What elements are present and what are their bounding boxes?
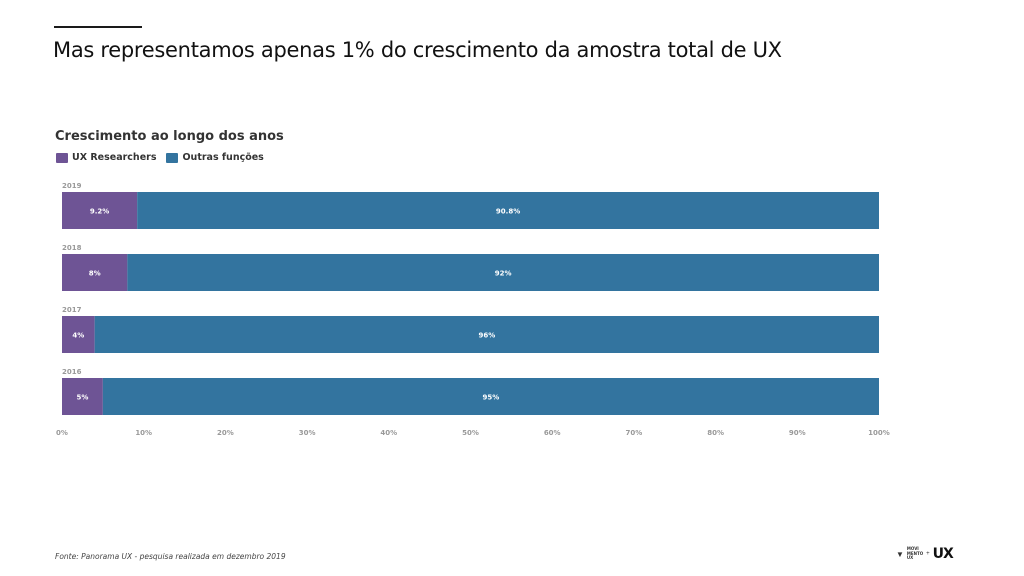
data-label: 96% [478, 332, 495, 340]
logo-ux-mark: UX [932, 546, 954, 562]
bar-segment-ux-researchers [62, 254, 128, 291]
bar-segment-outras-funcoes [127, 254, 880, 291]
brand-logo: ▼ MOVI MENTO UX + UX [896, 546, 954, 562]
logo-line-2: MENTO [906, 550, 924, 556]
x-tick-label: 10% [135, 429, 152, 437]
legend-item-outras-funcoes: Outras funções [166, 152, 264, 163]
legend-swatch-outras-funcoes [166, 152, 179, 163]
chart-title: Crescimento ao longo dos anos [55, 129, 284, 144]
category-label: 2016 [62, 368, 82, 376]
category-label: 2019 [62, 182, 82, 190]
title-rule [54, 26, 142, 28]
x-tick-label: 0% [56, 429, 68, 437]
source-footnote: Fonte: Panorama UX - pesquisa realizada … [55, 552, 286, 561]
data-label: 9.2% [90, 208, 109, 216]
legend-swatch-ux-researchers [56, 152, 68, 163]
data-label: 8% [89, 270, 101, 278]
shield-logo-icon: ▼ [896, 549, 904, 559]
x-tick-label: 80% [707, 429, 724, 437]
x-tick-label: 90% [789, 429, 806, 437]
x-tick-label: 60% [544, 429, 561, 437]
bar-segment-ux-researchers [62, 192, 138, 229]
legend-label-outras-funcoes: Outras funções [182, 152, 264, 163]
bar-segment-outras-funcoes [102, 378, 880, 415]
logo-plus: + [926, 551, 930, 557]
chart-legend: UX Researchers Outras funções [56, 152, 264, 163]
x-tick-label: 50% [462, 429, 479, 437]
data-label: 95% [483, 394, 500, 402]
data-label: 4% [72, 332, 84, 340]
bar-segment-ux-researchers [62, 378, 103, 415]
x-tick-label: 40% [380, 429, 397, 437]
logo-wordmark: MOVI MENTO UX [907, 547, 923, 561]
bar-segment-ux-researchers [62, 316, 95, 353]
x-tick-label: 100% [868, 429, 890, 437]
data-label: 90.8% [496, 208, 520, 216]
logo-line-1: MOVI [906, 546, 919, 552]
data-label: 92% [495, 270, 512, 278]
bar-segment-outras-funcoes [94, 316, 880, 353]
data-label: 5% [76, 394, 88, 402]
bar-segment-outras-funcoes [137, 192, 879, 229]
category-label: 2017 [62, 306, 82, 314]
x-tick-label: 20% [217, 429, 234, 437]
legend-item-ux-researchers: UX Researchers [56, 152, 156, 163]
slide-title: Mas representamos apenas 1% do crescimen… [53, 38, 782, 62]
x-tick-label: 70% [626, 429, 643, 437]
legend-label-ux-researchers: UX Researchers [72, 152, 157, 163]
category-label: 2018 [62, 244, 82, 252]
x-tick-label: 30% [299, 429, 316, 437]
logo-line-3: UX [906, 555, 914, 561]
